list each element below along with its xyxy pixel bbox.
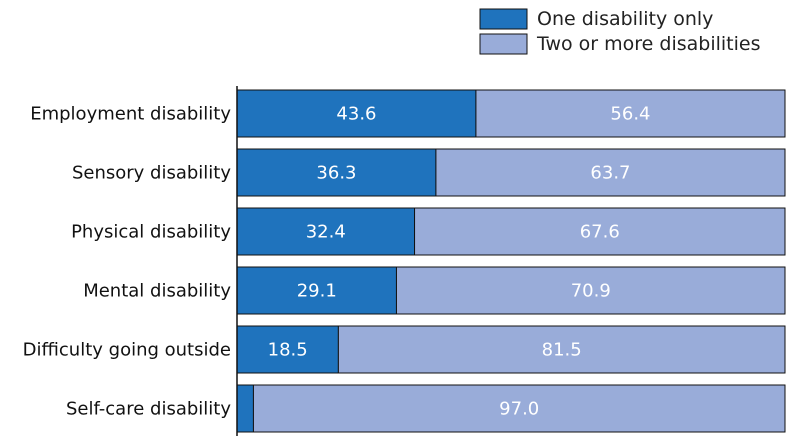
category-label: Difficulty going outside bbox=[23, 340, 231, 361]
data-label: 43.6 bbox=[336, 104, 376, 125]
data-label: 56.4 bbox=[610, 104, 650, 125]
data-label: 63.7 bbox=[590, 163, 630, 184]
bar-two-or-more bbox=[435, 148, 786, 197]
legend: One disability only Two or more disabilit… bbox=[479, 8, 761, 55]
data-label: 67.6 bbox=[580, 222, 620, 243]
category-labels: Employment disability Sensory disability P… bbox=[23, 104, 232, 420]
category-label: Employment disability bbox=[30, 104, 231, 125]
data-label: 32.4 bbox=[306, 222, 346, 243]
data-label: 29.1 bbox=[297, 281, 337, 302]
data-label: 18.5 bbox=[268, 340, 308, 361]
bar-one-disability bbox=[236, 148, 437, 197]
data-label: 81.5 bbox=[542, 340, 582, 361]
category-label: Self-care disability bbox=[66, 399, 231, 420]
category-label: Physical disability bbox=[71, 222, 231, 243]
data-label: 36.3 bbox=[316, 163, 356, 184]
legend-label: One disability only bbox=[537, 8, 713, 30]
legend-swatch bbox=[479, 33, 528, 55]
category-label: Mental disability bbox=[83, 281, 231, 302]
bar-one-disability bbox=[236, 384, 254, 433]
bar-two-or-more bbox=[414, 207, 786, 256]
data-label: 97.0 bbox=[499, 399, 539, 420]
bar-two-or-more bbox=[475, 89, 786, 138]
bar-two-or-more bbox=[337, 325, 786, 374]
legend-swatch bbox=[479, 8, 528, 30]
bar-one-disability bbox=[236, 89, 477, 138]
bar-one-disability bbox=[236, 207, 416, 256]
bars: 43.6 56.4 36.3 63.7 32.4 67.6 29.1 70.9 18.5 81.5… bbox=[236, 89, 786, 433]
legend-label: Two or more disabilities bbox=[536, 33, 761, 55]
data-label: 70.9 bbox=[571, 281, 611, 302]
bar-two-or-more bbox=[395, 266, 786, 315]
category-label: Sensory disability bbox=[72, 163, 231, 184]
bar-two-or-more bbox=[252, 384, 786, 433]
bar-one-disability bbox=[236, 266, 397, 315]
